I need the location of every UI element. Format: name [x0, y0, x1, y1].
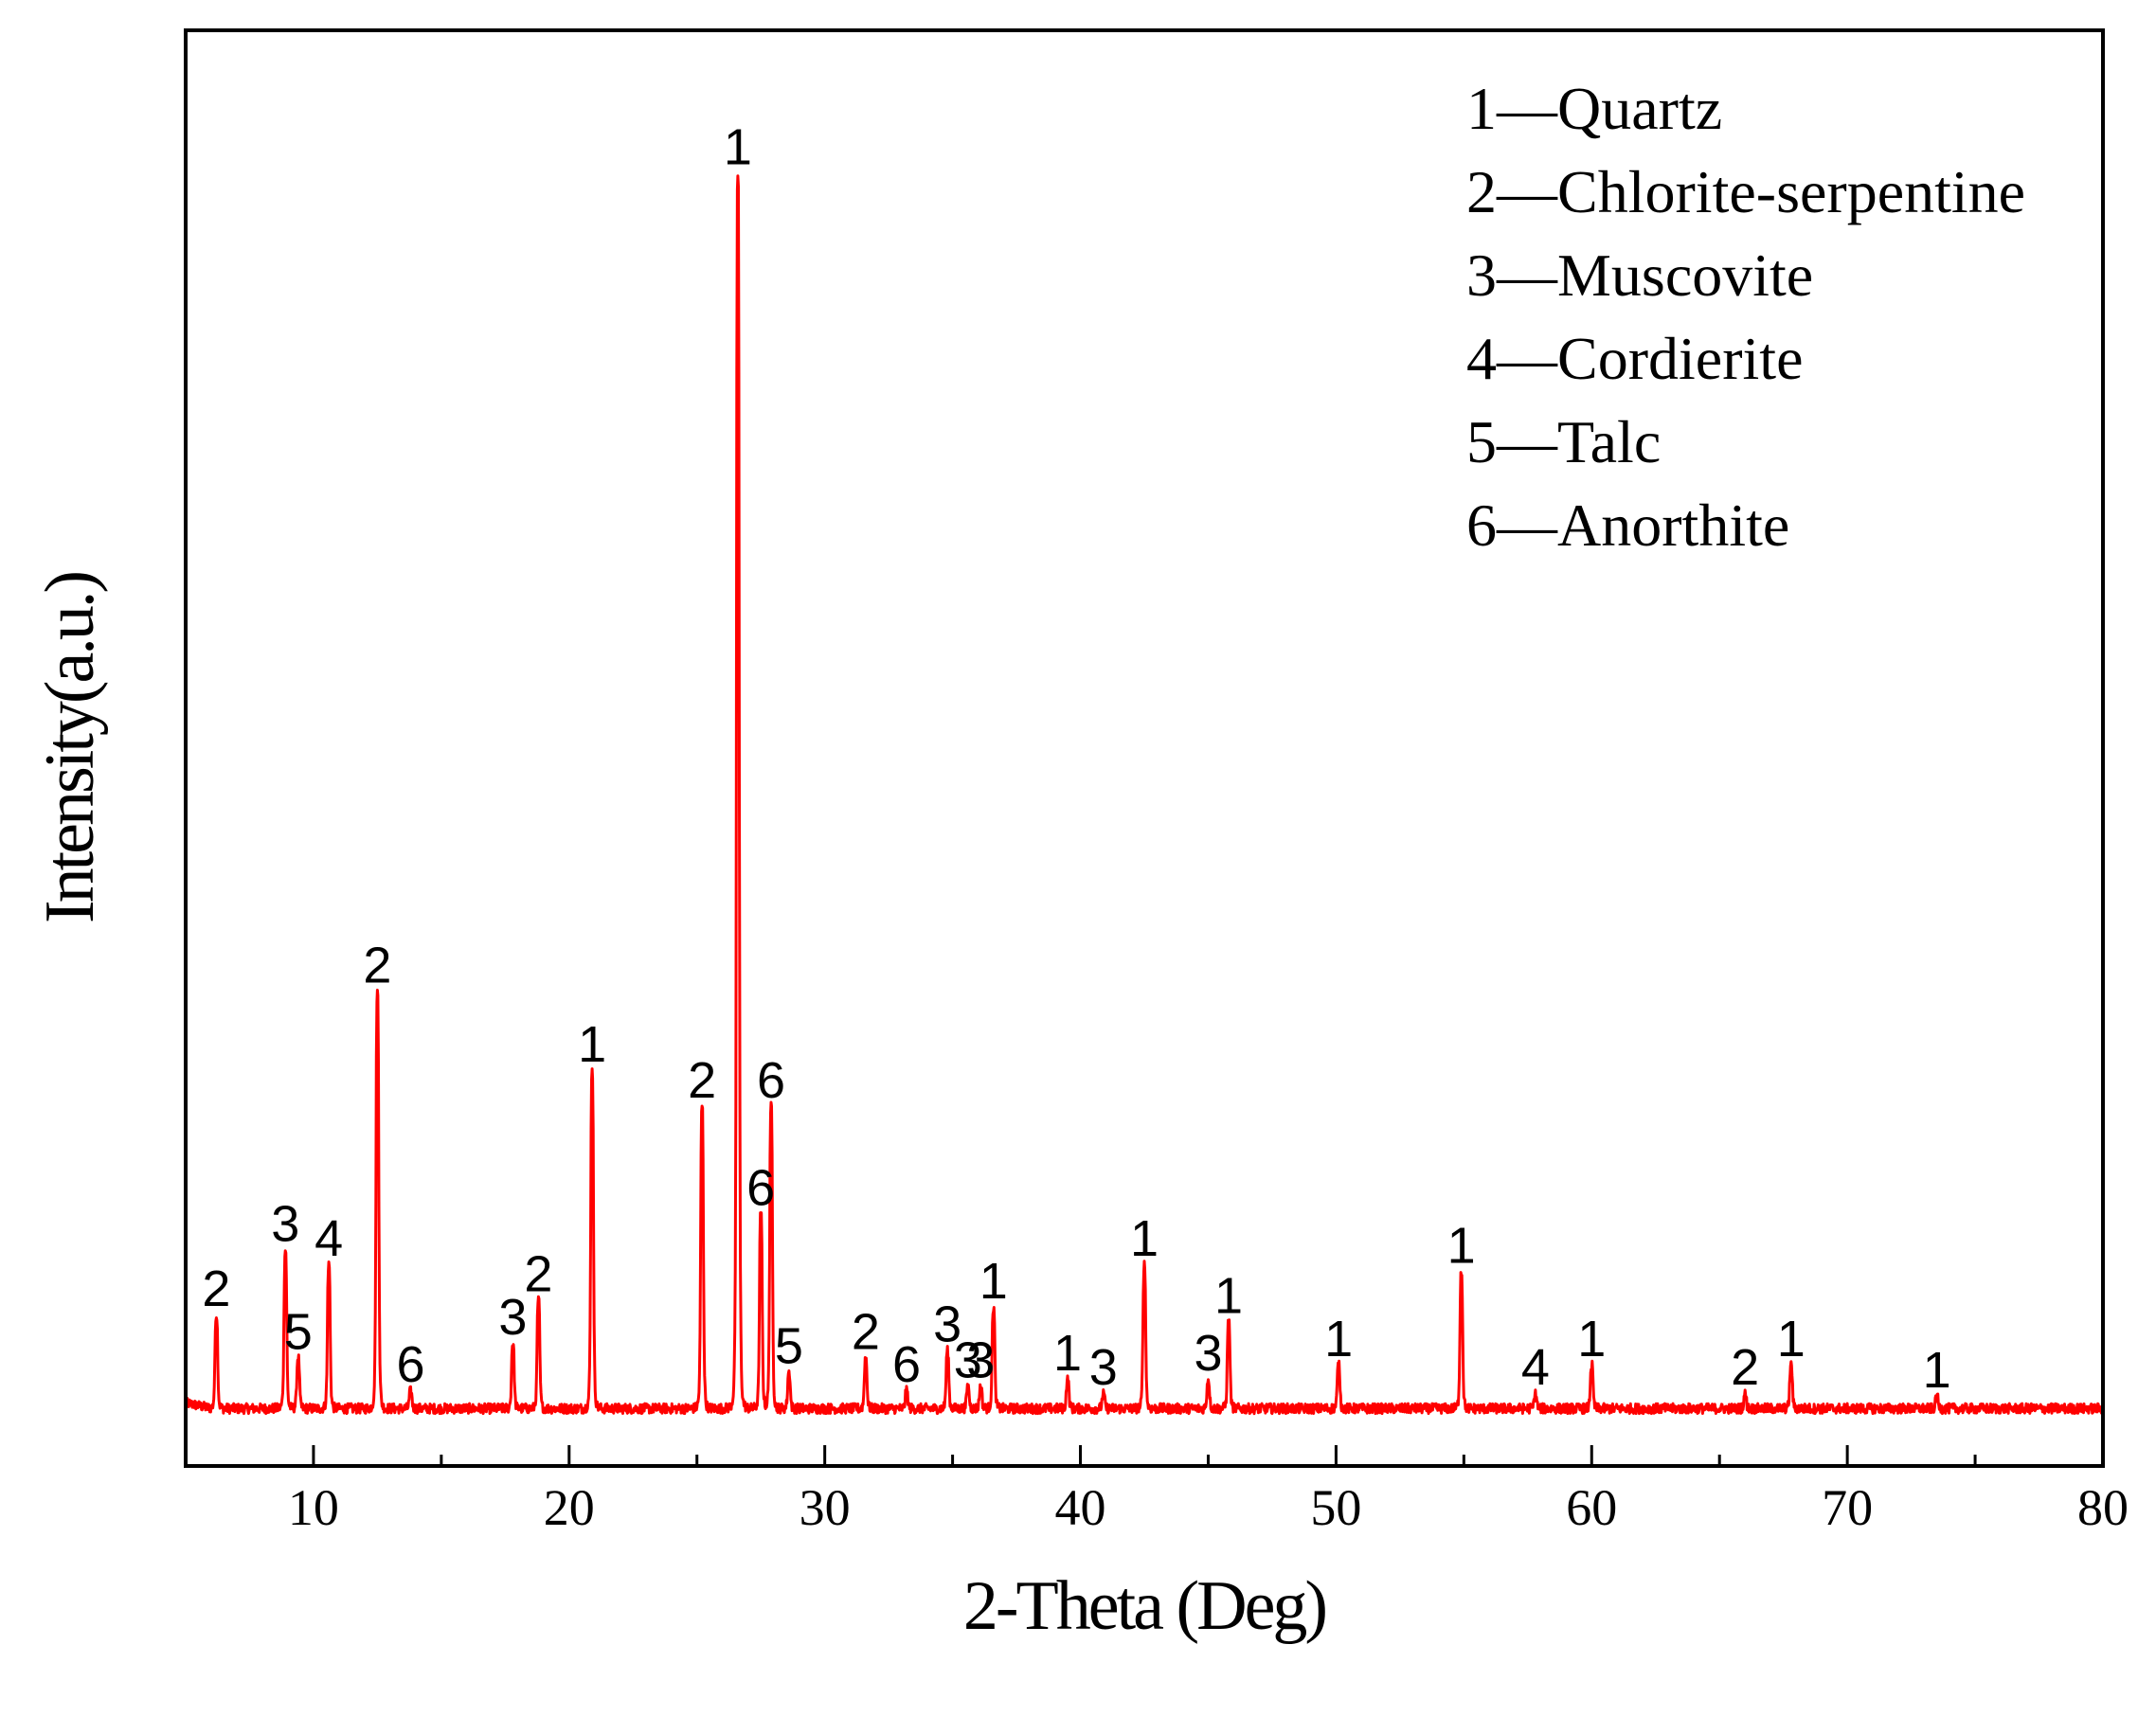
peak-label: 5 [284, 1303, 313, 1360]
legend-item-name: Chlorite-serpentine [1557, 158, 2025, 225]
y-axis-label: Intensity(a.u.) [31, 573, 109, 923]
x-tick-label: 10 [288, 1479, 339, 1536]
legend-item-separator: — [1496, 158, 1558, 225]
peak-label: 1 [979, 1253, 1008, 1310]
peak-label: 4 [314, 1210, 343, 1267]
peak-label: 2 [202, 1260, 230, 1317]
peak-label: 6 [892, 1336, 921, 1393]
peak-label: 2 [852, 1303, 880, 1360]
peak-label: 2 [524, 1246, 552, 1303]
peak-label: 1 [1777, 1311, 1806, 1367]
legend-item: 3—Muscovite [1466, 241, 1813, 309]
legend: 1—Quartz2—Chlorite-serpentine3—Muscovite… [1466, 75, 2025, 559]
legend-item-separator: — [1496, 492, 1558, 559]
peak-label: 6 [396, 1336, 424, 1393]
peak-label: 3 [966, 1332, 995, 1389]
legend-item: 2—Chlorite-serpentine [1466, 158, 2025, 225]
peak-label: 3 [933, 1296, 961, 1353]
legend-item-name: Talc [1557, 408, 1661, 475]
x-tick-label: 50 [1310, 1479, 1361, 1536]
x-tick-label: 70 [1822, 1479, 1873, 1536]
peak-label: 1 [1053, 1325, 1082, 1382]
peak-label: 1 [1324, 1311, 1353, 1367]
peak-label: 1 [1577, 1311, 1606, 1367]
peak-label: 4 [1521, 1339, 1550, 1396]
legend-item: 1—Quartz [1466, 75, 1722, 142]
legend-item-name: Quartz [1557, 75, 1722, 142]
peak-label: 2 [1731, 1339, 1759, 1396]
peak-label: 6 [757, 1052, 785, 1109]
peak-label: 3 [954, 1332, 982, 1389]
x-tick-label: 20 [544, 1479, 595, 1536]
peak-label: 3 [1089, 1339, 1118, 1396]
peak-label: 1 [578, 1016, 606, 1073]
legend-item-name: Muscovite [1557, 241, 1813, 309]
legend-item-id: 3 [1466, 241, 1497, 309]
legend-item-id: 1 [1466, 75, 1497, 142]
peak-label: 3 [1194, 1325, 1222, 1382]
x-tick-label: 30 [800, 1479, 851, 1536]
peak-label: 6 [746, 1160, 775, 1217]
peak-label: 5 [775, 1317, 803, 1374]
legend-item-id: 6 [1466, 492, 1497, 559]
legend-item-id: 2 [1466, 158, 1497, 225]
legend-item-separator: — [1496, 75, 1558, 142]
legend-item-id: 5 [1466, 408, 1497, 475]
legend-item-id: 4 [1466, 325, 1497, 392]
x-tick-label: 40 [1055, 1479, 1106, 1536]
legend-item: 4—Cordierite [1466, 325, 1803, 392]
x-tick-label: 80 [2077, 1479, 2129, 1536]
x-axis-label: 2-Theta (Deg) [963, 1567, 1326, 1645]
peak-label: 1 [1447, 1217, 1476, 1274]
peak-label: 3 [271, 1196, 299, 1253]
legend-item-name: Anorthite [1557, 492, 1789, 559]
x-axis-ticks: 10 20 30 40 50 60 70 80 [184, 1445, 2129, 1536]
legend-item-separator: — [1496, 408, 1558, 475]
legend-item: 5—Talc [1466, 408, 1661, 475]
legend-item-name: Cordierite [1557, 325, 1803, 392]
legend-item-separator: — [1496, 241, 1558, 309]
peak-label: 1 [1130, 1210, 1159, 1267]
peak-label: 1 [1923, 1342, 1951, 1399]
legend-item: 6—Anorthite [1466, 492, 1789, 559]
plot-frame [184, 28, 2105, 1468]
peak-label: 2 [363, 938, 391, 994]
peak-label: 1 [1214, 1267, 1243, 1324]
peak-label: 2 [688, 1052, 716, 1109]
x-tick-label: 60 [1566, 1479, 1617, 1536]
xrd-spectrum-line [184, 174, 2104, 1416]
peak-label: 1 [724, 119, 752, 176]
peak-label: 3 [498, 1289, 527, 1346]
legend-item-separator: — [1496, 325, 1558, 392]
